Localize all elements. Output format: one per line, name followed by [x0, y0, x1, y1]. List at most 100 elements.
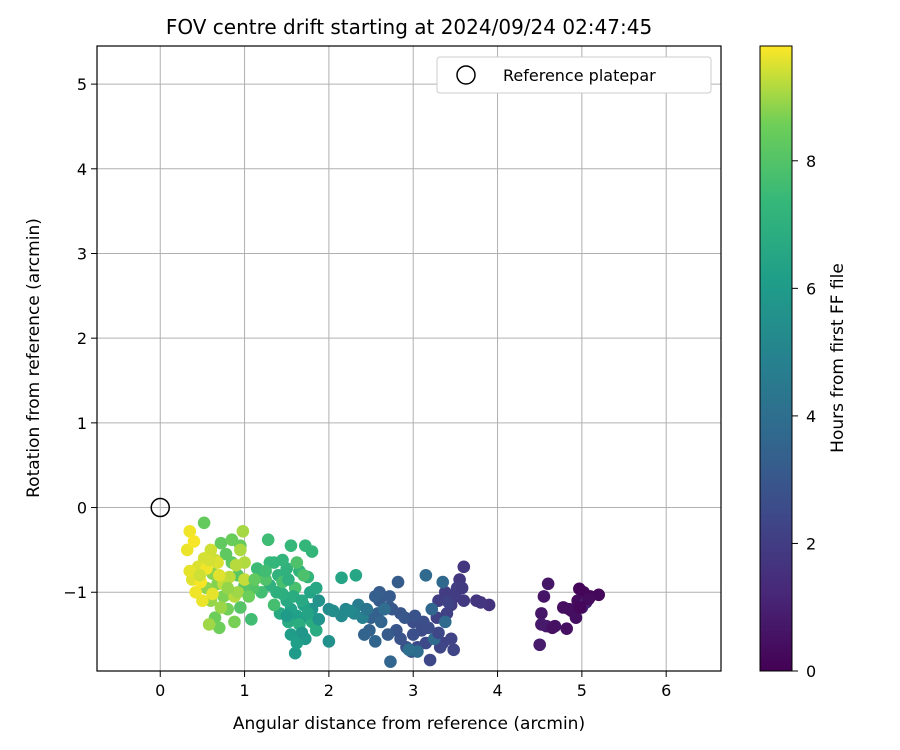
data-point: [267, 598, 281, 612]
colorbar-tick-label: 6: [806, 279, 816, 298]
plot-frame: [96, 45, 722, 672]
y-tick-label: 1: [77, 414, 87, 433]
data-point: [582, 592, 595, 606]
data-point: [533, 638, 547, 652]
colorbar-tick-label: 2: [806, 534, 816, 553]
data-point: [368, 590, 382, 603]
x-tick-label: 2: [324, 681, 334, 700]
data-point: [442, 596, 455, 609]
data-point: [202, 618, 216, 631]
data-point: [326, 604, 340, 618]
data-point: [592, 588, 606, 602]
x-tick-label: 1: [239, 681, 249, 700]
data-point: [335, 571, 348, 585]
data-point: [374, 615, 388, 629]
data-point: [349, 569, 363, 582]
data-point: [183, 564, 197, 578]
data-point: [202, 553, 216, 567]
data-point: [189, 585, 202, 599]
data-point: [406, 628, 420, 641]
data-point: [187, 535, 201, 548]
y-tick-label: 4: [77, 160, 87, 179]
colorbar: 0 2 4 6 8 Hours from first FF file: [759, 45, 848, 681]
data-point: [470, 594, 483, 608]
data-point: [295, 626, 309, 640]
data-point: [297, 569, 310, 582]
data-point: [383, 590, 396, 603]
data-point: [228, 615, 241, 629]
data-point: [384, 655, 397, 668]
data-point: [438, 615, 452, 629]
data-point: [457, 560, 471, 574]
legend: Reference platepar: [436, 56, 712, 94]
data-point: [343, 604, 357, 618]
x-tick-label: 6: [661, 681, 671, 700]
x-tick-label: 5: [577, 681, 587, 700]
colorbar-ticks: 0 2 4 6 8: [792, 152, 816, 681]
x-tick-label: 3: [408, 681, 418, 700]
data-point: [212, 621, 226, 635]
data-point: [245, 613, 258, 626]
data-point: [197, 516, 211, 530]
legend-open-circle-icon: [456, 65, 476, 85]
data-point: [248, 573, 261, 586]
data-point: [261, 533, 275, 547]
data-point: [212, 569, 226, 582]
data-point: [295, 594, 309, 608]
data-point: [432, 626, 445, 640]
data-point: [219, 547, 233, 561]
chart-title: FOV centre drift starting at 2024/09/24 …: [166, 15, 652, 39]
data-point: [193, 569, 207, 582]
data-point: [290, 556, 304, 569]
data-point: [360, 602, 374, 616]
data-point: [381, 628, 395, 641]
data-point: [537, 590, 551, 603]
data-point: [569, 611, 583, 624]
data-point: [391, 575, 405, 589]
data-point: [358, 628, 371, 641]
x-axis-ticks: 0 1 2 3 4 5 6: [155, 671, 671, 700]
data-point: [322, 635, 336, 648]
data-point: [398, 611, 412, 624]
data-point: [259, 564, 272, 578]
y-axis-label: Rotation from reference (arcmin): [24, 218, 44, 498]
y-tick-label: 3: [77, 244, 87, 263]
data-point: [229, 558, 243, 572]
data-point: [312, 594, 326, 608]
data-point: [560, 622, 573, 635]
x-tick-label: 4: [492, 681, 502, 700]
data-point: [447, 643, 460, 657]
data-point: [368, 635, 382, 648]
data-point: [280, 609, 294, 623]
y-tick-label: 0: [77, 499, 87, 518]
data-point: [234, 543, 247, 557]
data-point: [419, 569, 433, 582]
data-point: [436, 575, 450, 589]
data-point: [214, 536, 228, 550]
colorbar-tick-label: 8: [806, 152, 816, 171]
y-tick-label: −1: [63, 583, 87, 602]
data-point: [422, 621, 435, 635]
data-point: [183, 524, 197, 538]
data-point: [276, 553, 289, 567]
data-point: [438, 585, 452, 599]
data-point: [221, 581, 235, 595]
data-point: [204, 543, 218, 557]
data-point: [546, 621, 559, 635]
data-point: [573, 601, 587, 614]
data-point: [535, 607, 548, 620]
data-point: [541, 577, 555, 591]
data-point: [234, 601, 247, 614]
legend-box: [436, 56, 712, 94]
y-axis-ticks: −1 0 1 2 3 4 5: [63, 75, 97, 602]
data-points: [180, 516, 606, 668]
data-point: [231, 585, 245, 599]
data-point: [206, 587, 219, 601]
data-point: [444, 632, 458, 646]
data-point: [432, 594, 445, 608]
data-point: [301, 607, 315, 620]
legend-label: Reference platepar: [503, 66, 656, 85]
data-point: [242, 590, 256, 603]
colorbar-gradient: [759, 45, 793, 672]
data-point: [180, 543, 194, 557]
